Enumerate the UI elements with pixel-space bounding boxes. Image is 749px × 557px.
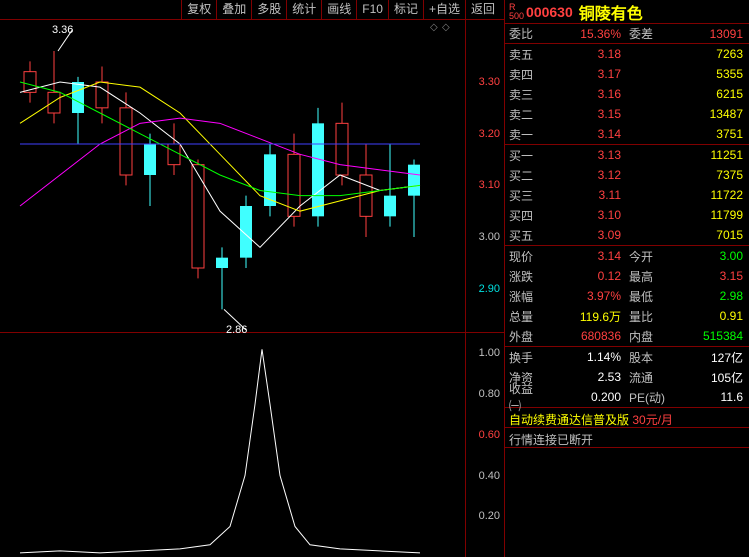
info-row: 总量 119.6万 量比 0.91 [505, 306, 749, 326]
toolbar-返回[interactable]: 返回 [465, 0, 500, 19]
info-row: 换手 1.14% 股本 127亿 [505, 347, 749, 367]
order-row: 卖一 3.14 3751 [505, 124, 749, 144]
indicator-tick: 0.60 [479, 429, 500, 441]
order-row: 卖二 3.15 13487 [505, 104, 749, 124]
order-row: 买一 3.13 11251 [505, 145, 749, 165]
bid-orders: 买一 3.13 11251买二 3.12 7375买三 3.11 11722买四… [505, 145, 749, 246]
order-row: 买四 3.10 11799 [505, 205, 749, 225]
yaxis-tick: 3.30 [479, 76, 500, 88]
toolbar: 复权叠加多股统计画线F10标记+自选返回 [0, 0, 504, 20]
info-row: 收益㈠ 0.200 PE(动) 11.6 [505, 387, 749, 407]
order-row: 买二 3.12 7375 [505, 165, 749, 185]
info-row: 外盘 680836 内盘 515384 [505, 326, 749, 346]
info-row: 现价 3.14 今开 3.00 [505, 246, 749, 266]
order-row: 买三 3.11 11722 [505, 185, 749, 205]
toolbar-统计[interactable]: 统计 [286, 0, 321, 19]
toolbar-+自选[interactable]: +自选 [423, 0, 465, 19]
quote-info: 现价 3.14 今开 3.00涨跌 0.12 最高 3.15涨幅 3.97% 最… [505, 246, 749, 347]
toolbar-标记[interactable]: 标记 [388, 0, 423, 19]
indicator-tick: 1.00 [479, 347, 500, 359]
toolbar-复权[interactable]: 复权 [181, 0, 216, 19]
indicator-tick: 0.20 [479, 510, 500, 522]
toolbar-叠加[interactable]: 叠加 [216, 0, 251, 19]
toolbar-多股[interactable]: 多股 [251, 0, 286, 19]
market-tag: R500 [509, 3, 524, 21]
fundamental-info: 换手 1.14% 股本 127亿净资 2.53 流通 105亿收益㈠ 0.200… [505, 347, 749, 408]
info-row: 涨跌 0.12 最高 3.15 [505, 266, 749, 286]
price-annotation: 3.36 [52, 24, 73, 36]
yaxis-tick: 3.00 [479, 231, 500, 243]
order-row: 卖三 3.16 6215 [505, 84, 749, 104]
stock-header: R500 000630 铜陵有色 [505, 0, 749, 24]
stock-name: 铜陵有色 [579, 0, 643, 24]
commission-row: 委比 15.36% 委差 13091 [505, 24, 749, 44]
yaxis-tick: 3.20 [479, 128, 500, 140]
indicator-chart[interactable]: 1.00 0.80 0.60 0.40 0.20 [0, 332, 504, 557]
commission-ratio-label: 委比 [505, 25, 545, 42]
ask-orders: 卖五 3.18 7263卖四 3.17 5355卖三 3.16 6215卖二 3… [505, 44, 749, 145]
commission-ratio: 15.36% [545, 27, 625, 41]
order-row: 卖五 3.18 7263 [505, 44, 749, 64]
indicator-tick: 0.80 [479, 388, 500, 400]
stock-code: 000630 [526, 4, 573, 20]
toolbar-F10[interactable]: F10 [356, 0, 388, 19]
toolbar-画线[interactable]: 画线 [321, 0, 356, 19]
yaxis-tick: 3.10 [479, 179, 500, 191]
connection-status: 行情连接已断开 [505, 428, 749, 448]
order-row: 卖四 3.17 5355 [505, 64, 749, 84]
marker-icon: ◇ [442, 22, 450, 33]
candlestick-chart[interactable]: 3.362.86◇◇ 3.303.203.103.002.90 [0, 20, 504, 332]
promo-banner[interactable]: 自动续费通达信普及版 30元/月 [505, 408, 749, 428]
indicator-axis: 1.00 0.80 0.60 0.40 0.20 [466, 333, 504, 557]
commission-diff-label: 委差 [625, 25, 661, 42]
yaxis-tick: 2.90 [479, 283, 500, 295]
info-row: 涨幅 3.97% 最低 2.98 [505, 286, 749, 306]
indicator-tick: 0.40 [479, 470, 500, 482]
marker-icon: ◇ [430, 22, 438, 33]
price-axis: 3.30 3.20 3.10 3.00 2.90 [466, 20, 504, 332]
order-row: 买五 3.09 7015 [505, 225, 749, 245]
commission-diff: 13091 [661, 27, 749, 41]
